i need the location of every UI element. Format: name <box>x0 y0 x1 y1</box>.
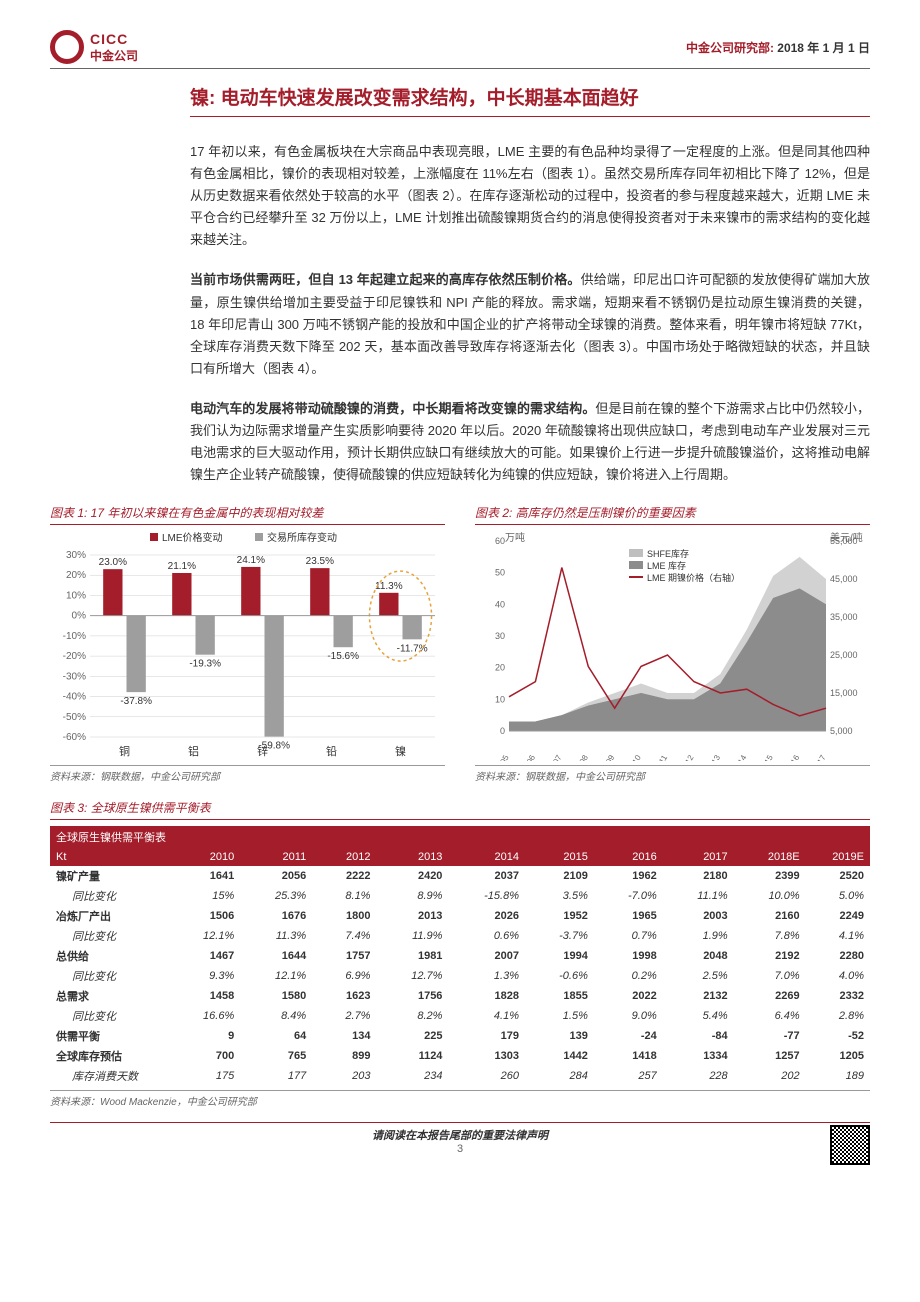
svg-text:Jan-13: Jan-13 <box>702 753 722 761</box>
svg-text:-60%: -60% <box>63 732 86 743</box>
svg-text:5,000: 5,000 <box>830 726 853 736</box>
svg-text:LME 期镍价格（右轴）: LME 期镍价格（右轴） <box>647 572 740 583</box>
svg-text:60: 60 <box>495 536 505 546</box>
chart-1: 图表 1: 17 年初以来镍在有色金属中的表现相对较差 -60% -50% -40%… <box>50 504 445 783</box>
svg-text:15,000: 15,000 <box>830 688 858 698</box>
svg-text:20%: 20% <box>66 571 86 582</box>
svg-text:-11.7%: -11.7% <box>397 644 428 655</box>
svg-text:10%: 10% <box>66 591 86 602</box>
svg-text:-50%: -50% <box>63 712 86 723</box>
svg-text:-20%: -20% <box>63 651 86 662</box>
svg-text:20: 20 <box>495 663 505 673</box>
svg-text:SHFE库存: SHFE库存 <box>647 548 689 559</box>
chart-1-source: 资料来源：钢联数据，中金公司研究部 <box>50 765 445 783</box>
header-date: 中金公司研究部: 2018 年 1 月 1 日 <box>686 39 870 56</box>
svg-text:交易所库存变动: 交易所库存变动 <box>267 531 337 544</box>
qr-code-icon <box>830 1125 870 1165</box>
section-title: 镍: 电动车快速发展改变需求结构，中长期基本面趋好 <box>190 83 870 117</box>
logo-text-cn: 中金公司 <box>90 47 138 64</box>
svg-text:-19.3%: -19.3% <box>189 659 221 670</box>
logo-ring-icon <box>50 30 84 64</box>
footer-page-number: 3 <box>50 1143 870 1155</box>
svg-text:40: 40 <box>495 600 505 610</box>
svg-text:Jan-07: Jan-07 <box>544 753 564 761</box>
chart-2-svg: 万吨美元/吨01020304050605,00015,00025,00035,0… <box>475 531 870 761</box>
svg-text:50: 50 <box>495 568 505 578</box>
svg-text:铝: 铝 <box>188 744 199 758</box>
svg-text:Jan-06: Jan-06 <box>517 753 537 761</box>
svg-text:Jan-16: Jan-16 <box>781 753 801 761</box>
company-logo: CICC 中金公司 <box>50 30 138 64</box>
svg-text:Jan-15: Jan-15 <box>755 753 775 761</box>
svg-text:24.1%: 24.1% <box>237 555 265 566</box>
svg-text:0: 0 <box>500 726 505 736</box>
svg-text:23.5%: 23.5% <box>306 556 334 567</box>
svg-text:Jan-09: Jan-09 <box>596 753 616 761</box>
para2-lead: 当前市场供需两旺，但自 13 年起建立起来的高库存依然压制价格。 <box>190 272 581 287</box>
svg-text:55,000: 55,000 <box>830 536 858 546</box>
body-text: 17 年初以来，有色金属板块在大宗商品中表现亮眼，LME 主要的有色品种均录得了… <box>190 141 870 486</box>
svg-text:11.3%: 11.3% <box>375 581 403 592</box>
svg-text:0%: 0% <box>72 611 87 622</box>
footer-disclaimer: 请阅读在本报告尾部的重要法律声明 <box>50 1127 870 1143</box>
paragraph-3: 电动汽车的发展将带动硫酸镍的消费，中长期看将改变镍的需求结构。但是目前在镍的整个… <box>190 398 870 486</box>
chart-1-svg: -60% -50% -40% -30% -20% -10% 0% 10% 20% 30% LME价格… <box>50 531 445 761</box>
paragraph-2: 当前市场供需两旺，但自 13 年起建立起来的高库存依然压制价格。供给端，印尼出口… <box>190 269 870 379</box>
svg-text:-10%: -10% <box>63 631 86 642</box>
svg-text:Jan-08: Jan-08 <box>570 753 590 761</box>
svg-text:-40%: -40% <box>63 692 86 703</box>
svg-text:镍: 镍 <box>395 744 406 758</box>
header-dept: 中金公司研究部: <box>686 41 777 55</box>
chart-2-title: 图表 2: 高库存仍然是压制镍价的重要因素 <box>475 504 870 525</box>
header-date-value: 2018 年 1 月 1 日 <box>777 41 870 55</box>
svg-text:锌: 锌 <box>257 744 268 758</box>
chart-2: 图表 2: 高库存仍然是压制镍价的重要因素 万吨美元/吨010203040506… <box>475 504 870 783</box>
logo-text-en: CICC <box>90 31 138 47</box>
svg-text:Jan-12: Jan-12 <box>676 753 696 761</box>
svg-text:铅: 铅 <box>326 744 337 758</box>
svg-text:铜: 铜 <box>119 744 130 758</box>
page-header: CICC 中金公司 中金公司研究部: 2018 年 1 月 1 日 <box>50 30 870 69</box>
balance-table: 全球原生镍供需平衡表Kt2010201120122013201420152016… <box>50 826 870 1086</box>
svg-text:45,000: 45,000 <box>830 574 858 584</box>
svg-text:25,000: 25,000 <box>830 650 858 660</box>
table-source: 资料来源：Wood Mackenzie，中金公司研究部 <box>50 1090 870 1108</box>
svg-text:30%: 30% <box>66 550 86 561</box>
chart-2-source: 资料来源：钢联数据，中金公司研究部 <box>475 765 870 783</box>
svg-text:-15.6%: -15.6% <box>327 652 359 663</box>
svg-text:30: 30 <box>495 631 505 641</box>
svg-text:万吨: 万吨 <box>505 531 525 544</box>
svg-text:Jan-17: Jan-17 <box>808 753 828 761</box>
svg-text:Jan-05: Jan-05 <box>491 753 511 761</box>
page-footer: 请阅读在本报告尾部的重要法律声明 3 <box>50 1122 870 1155</box>
svg-text:23.0%: 23.0% <box>99 557 127 568</box>
table-title: 图表 3: 全球原生镍供需平衡表 <box>50 799 870 820</box>
chart-1-title: 图表 1: 17 年初以来镍在有色金属中的表现相对较差 <box>50 504 445 525</box>
para3-lead: 电动汽车的发展将带动硫酸镍的消费，中长期看将改变镍的需求结构。 <box>190 401 595 416</box>
para2-body: 供给端，印尼出口许可配额的发放使得矿端加大放量，原生镍供给增加主要受益于印尼镍铁… <box>190 272 870 375</box>
svg-text:LME 库存: LME 库存 <box>647 560 686 571</box>
svg-text:21.1%: 21.1% <box>168 561 196 572</box>
svg-text:LME价格变动: LME价格变动 <box>162 531 223 544</box>
paragraph-1: 17 年初以来，有色金属板块在大宗商品中表现亮眼，LME 主要的有色品种均录得了… <box>190 141 870 251</box>
svg-text:10: 10 <box>495 695 505 705</box>
svg-text:-30%: -30% <box>63 672 86 683</box>
svg-text:35,000: 35,000 <box>830 612 858 622</box>
svg-text:-37.8%: -37.8% <box>120 696 152 707</box>
svg-text:Jan-14: Jan-14 <box>728 753 748 761</box>
svg-text:Jan-11: Jan-11 <box>650 753 670 761</box>
svg-text:Jan-10: Jan-10 <box>623 753 643 761</box>
